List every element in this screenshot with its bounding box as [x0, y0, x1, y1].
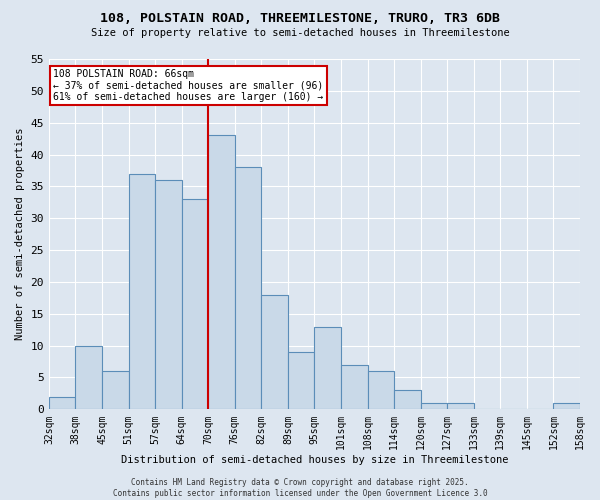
Bar: [235, 168, 262, 410]
Bar: [447, 403, 474, 409]
Bar: [49, 396, 76, 409]
Text: Size of property relative to semi-detached houses in Threemilestone: Size of property relative to semi-detach…: [91, 28, 509, 38]
Bar: [128, 174, 155, 410]
Bar: [394, 390, 421, 409]
X-axis label: Distribution of semi-detached houses by size in Threemilestone: Distribution of semi-detached houses by …: [121, 455, 508, 465]
Bar: [288, 352, 314, 410]
Bar: [182, 199, 208, 410]
Bar: [421, 403, 447, 409]
Bar: [208, 136, 235, 409]
Text: 108, POLSTAIN ROAD, THREEMILESTONE, TRURO, TR3 6DB: 108, POLSTAIN ROAD, THREEMILESTONE, TRUR…: [100, 12, 500, 26]
Bar: [76, 346, 102, 410]
Bar: [262, 294, 288, 410]
Bar: [368, 371, 394, 410]
Bar: [102, 371, 128, 410]
Bar: [155, 180, 182, 410]
Bar: [553, 403, 580, 409]
Y-axis label: Number of semi-detached properties: Number of semi-detached properties: [15, 128, 25, 340]
Bar: [314, 326, 341, 409]
Text: Contains HM Land Registry data © Crown copyright and database right 2025.
Contai: Contains HM Land Registry data © Crown c…: [113, 478, 487, 498]
Bar: [341, 364, 368, 410]
Text: 108 POLSTAIN ROAD: 66sqm
← 37% of semi-detached houses are smaller (96)
61% of s: 108 POLSTAIN ROAD: 66sqm ← 37% of semi-d…: [53, 68, 323, 102]
